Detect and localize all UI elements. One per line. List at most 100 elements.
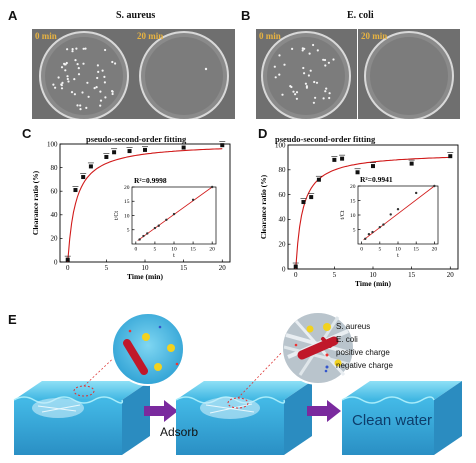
panel-label-c: C — [22, 126, 32, 141]
chart-title-d: pseudo-second-order fitting — [275, 134, 376, 144]
y-tick-label: 0 — [282, 265, 286, 273]
panel-label-e: E — [8, 312, 17, 327]
water-block-1 — [13, 349, 150, 455]
x-tick-label: 0 — [134, 247, 137, 253]
colony — [85, 106, 88, 109]
colony — [66, 75, 69, 78]
fit-line — [295, 156, 451, 270]
x-tick-label: 0 — [360, 247, 363, 253]
petri-dish-image — [261, 31, 351, 119]
colony — [281, 93, 284, 96]
colony — [60, 87, 64, 90]
colony — [312, 43, 315, 47]
data-point — [316, 177, 321, 182]
colony — [305, 86, 308, 89]
data-point — [378, 225, 382, 229]
colony — [295, 91, 299, 94]
r-squared-label: R²=0.9998 — [134, 176, 167, 185]
x-axis-label: Time (min) — [355, 279, 391, 288]
colony — [101, 69, 104, 72]
data-point — [112, 150, 117, 155]
y-tick-label: 80 — [279, 166, 287, 174]
colony — [111, 60, 114, 64]
x-tick-label: 15 — [180, 264, 188, 272]
y-tick-label: 20 — [51, 235, 59, 243]
data-point — [157, 224, 160, 227]
colony — [301, 49, 304, 52]
colony — [79, 108, 82, 111]
petri-dish-image — [364, 31, 454, 119]
colony — [322, 58, 325, 61]
y-tick-label: 80 — [51, 164, 59, 172]
colony — [294, 93, 297, 96]
data-point — [210, 185, 214, 189]
colony — [64, 69, 67, 72]
data-point — [73, 188, 78, 193]
colony — [328, 92, 331, 95]
clean-water-label: Clean water — [352, 412, 433, 429]
plate-photo-a-20: 20 min — [134, 29, 235, 119]
water-block-2 — [175, 349, 312, 455]
x-tick-label: 15 — [190, 247, 196, 253]
colony — [74, 59, 77, 62]
colony — [82, 62, 85, 65]
fit-line — [67, 148, 223, 263]
data-point — [88, 164, 93, 169]
r-squared-label: R²=0.9941 — [360, 175, 393, 184]
y-tick-label: 10 — [124, 213, 130, 219]
colony — [63, 62, 66, 65]
x-tick-label: 20 — [219, 264, 227, 272]
colony — [79, 104, 82, 107]
panel-label-a: A — [8, 8, 18, 23]
legend-e-coli: E. coli — [336, 335, 358, 344]
colony — [103, 75, 106, 78]
y-axis-label: Clearance ratio (%) — [31, 170, 40, 235]
colony — [73, 78, 76, 81]
plate-photo-b-20: 20 min — [358, 29, 460, 119]
D-inset-chart: 0 5 10 15 20 5 10 15 20 t t/Ct R²=0.9941 — [340, 175, 439, 259]
colony — [71, 50, 74, 53]
y-tick-label: 100 — [275, 141, 286, 149]
time-label: 20 min — [361, 31, 388, 41]
y-tick-label: 10 — [350, 213, 356, 219]
colony — [324, 90, 327, 93]
data-point — [409, 161, 414, 166]
x-tick-label: 20 — [209, 247, 215, 253]
adsorb-arrow — [144, 400, 178, 422]
y-tick-label: 5 — [127, 228, 130, 234]
colony — [97, 70, 100, 73]
colony — [111, 92, 114, 96]
colony — [290, 85, 293, 89]
data-point — [146, 232, 149, 235]
x-tick-label: 15 — [408, 271, 416, 279]
legend-s-aureus: S. aureus — [336, 322, 371, 331]
data-point — [448, 154, 453, 159]
y-tick-label: 15 — [124, 199, 130, 205]
y-tick-label: 60 — [51, 188, 59, 196]
y-tick-label: 20 — [279, 241, 287, 249]
data-point — [142, 234, 145, 238]
x-axis-label: Time (min) — [127, 272, 163, 281]
y-tick-label: 40 — [279, 216, 287, 224]
x-tick-label: 5 — [333, 271, 337, 279]
data-point — [293, 264, 298, 269]
x-axis-label: t — [173, 253, 175, 259]
colony — [52, 83, 55, 86]
data-point — [301, 200, 306, 205]
x-tick-label: 0 — [294, 271, 298, 279]
colony — [99, 104, 102, 107]
schematic-svg — [13, 311, 462, 455]
data-point — [81, 175, 86, 180]
x-tick-label: 5 — [105, 264, 109, 272]
y-tick-label: 5 — [353, 227, 356, 233]
colony — [60, 66, 64, 69]
colony — [324, 64, 327, 67]
colony — [332, 58, 335, 61]
x-tick-label: 15 — [413, 247, 419, 253]
data-point — [65, 257, 70, 262]
colony — [308, 52, 311, 55]
colony — [328, 96, 331, 100]
x-tick-label: 5 — [378, 247, 381, 253]
x-tick-label: 10 — [395, 247, 401, 253]
